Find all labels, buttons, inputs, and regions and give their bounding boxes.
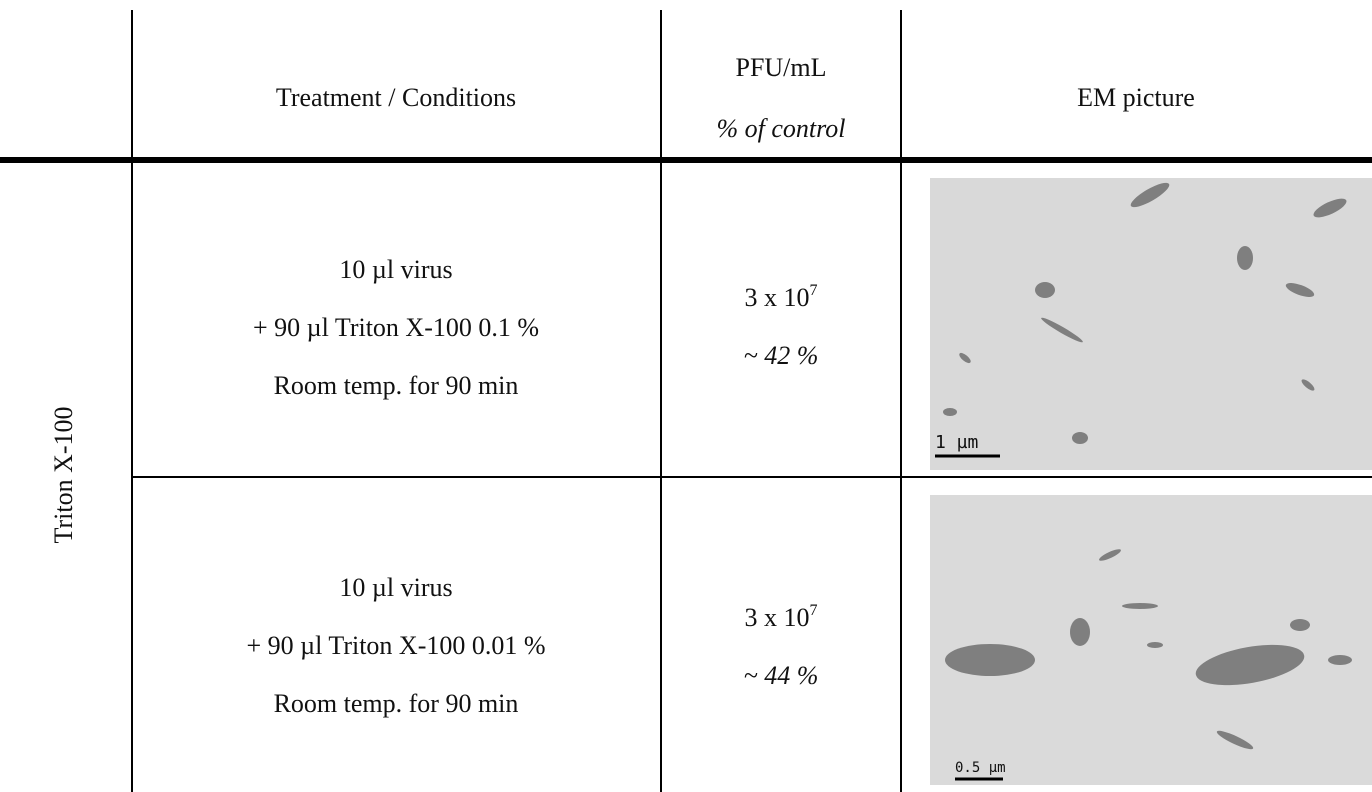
percent: ~ 42 % <box>744 341 819 370</box>
pfu-exponent: 7 <box>810 282 818 299</box>
percent: ~ 44 % <box>744 661 819 690</box>
header-cell: Treatment / Conditions <box>276 83 516 112</box>
pfu-value: 3 x 107 <box>745 282 818 312</box>
particle <box>1147 642 1163 648</box>
particle <box>943 408 957 416</box>
pfu-value: 3 x 107 <box>745 602 818 632</box>
particle <box>1122 603 1158 609</box>
header-cell: PFU/mL <box>735 53 826 82</box>
group-label: Triton X-100 <box>49 406 78 543</box>
em-background <box>930 495 1372 785</box>
header-cell: EM picture <box>1077 83 1195 112</box>
particle-cluster <box>945 644 1035 676</box>
condition: + 90 µl Triton X-100 0.01 % <box>246 631 545 660</box>
pfu-base: 3 x 10 <box>745 283 810 312</box>
particle <box>1035 282 1055 298</box>
header-subtitle: % of control <box>716 114 845 143</box>
scale-bar-label: 0.5 µm <box>955 760 1006 776</box>
condition: 10 µl virus <box>339 255 452 284</box>
particle <box>1237 246 1253 270</box>
condition: 10 µl virus <box>339 573 452 602</box>
pfu-exponent: 7 <box>810 602 818 619</box>
particle <box>1070 618 1090 646</box>
table: Treatment / Conditions PFU/mL % of contr… <box>0 0 1372 792</box>
pfu-base: 3 x 10 <box>745 603 810 632</box>
em-image: 0.5 µm <box>930 495 1372 785</box>
scale-bar-label: 1 µm <box>935 432 978 453</box>
particle <box>1328 655 1352 665</box>
condition: + 90 µl Triton X-100 0.1 % <box>253 313 539 342</box>
em-image: 1 µm <box>930 178 1372 470</box>
em-background <box>930 178 1372 470</box>
particle <box>1290 619 1310 631</box>
condition: Room temp. for 90 min <box>274 371 519 400</box>
condition: Room temp. for 90 min <box>274 689 519 718</box>
particle <box>1072 432 1088 444</box>
